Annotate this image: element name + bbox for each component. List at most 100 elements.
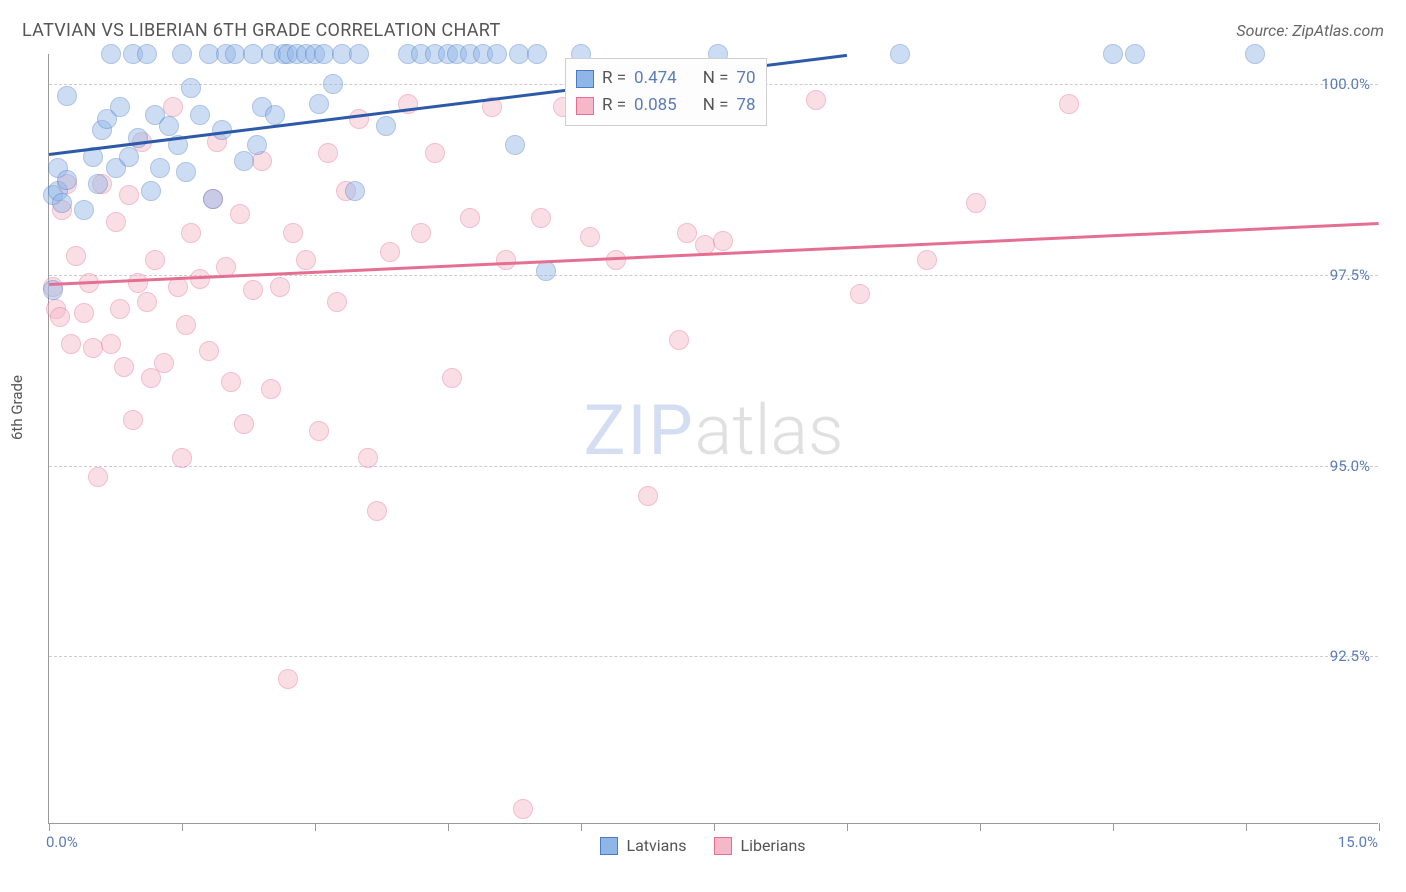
x-axis-max-label: 15.0% <box>1338 833 1378 851</box>
scatter-point <box>172 448 192 468</box>
x-tick <box>847 823 848 831</box>
legend-swatch <box>600 837 618 855</box>
scatter-point <box>110 299 130 319</box>
scatter-point <box>50 307 70 327</box>
scatter-point <box>966 193 986 213</box>
scatter-point <box>181 78 201 98</box>
watermark: ZIPatlas <box>584 389 844 471</box>
x-tick <box>49 823 50 831</box>
scatter-point <box>52 193 72 213</box>
scatter-point <box>669 330 689 350</box>
scatter-point <box>677 223 697 243</box>
legend-item: Liberians <box>714 836 805 855</box>
scatter-point <box>296 250 316 270</box>
x-tick <box>315 823 316 831</box>
scatter-point <box>128 273 148 293</box>
scatter-point <box>74 200 94 220</box>
stat-r-value: 0.085 <box>634 92 677 119</box>
scatter-point <box>88 174 108 194</box>
scatter-point <box>234 414 254 434</box>
watermark-part2: atlas <box>695 389 844 471</box>
scatter-point <box>380 242 400 262</box>
source-label: Source: ZipAtlas.com <box>1236 21 1384 40</box>
scatter-point <box>349 109 369 129</box>
scatter-point <box>261 379 281 399</box>
scatter-point <box>1059 94 1079 114</box>
scatter-point <box>141 181 161 201</box>
scatter-point <box>606 250 626 270</box>
scatter-point <box>309 94 329 114</box>
scatter-point <box>181 223 201 243</box>
scatter-point <box>536 261 556 281</box>
scatter-point <box>638 486 658 506</box>
x-tick <box>980 823 981 831</box>
stat-swatch <box>576 70 594 88</box>
x-tick <box>714 823 715 831</box>
y-tick-label: 100.0% <box>1300 75 1370 93</box>
watermark-part1: ZIP <box>584 389 695 471</box>
scatter-point <box>425 143 445 163</box>
scatter-point <box>580 227 600 247</box>
scatter-point <box>154 353 174 373</box>
legend-label: Liberians <box>740 836 805 855</box>
scatter-point <box>1125 44 1145 64</box>
scatter-point <box>199 341 219 361</box>
scatter-point <box>221 372 241 392</box>
x-tick <box>1246 823 1247 831</box>
scatter-point <box>278 669 298 689</box>
scatter-point <box>203 189 223 209</box>
scatter-point <box>265 105 285 125</box>
x-tick <box>1113 823 1114 831</box>
scatter-point <box>119 185 139 205</box>
scatter-point <box>247 135 267 155</box>
scatter-point <box>349 44 369 64</box>
scatter-point <box>106 212 126 232</box>
scatter-point <box>917 250 937 270</box>
x-tick <box>581 823 582 831</box>
scatter-point <box>496 250 516 270</box>
y-tick-label: 97.5% <box>1300 266 1370 284</box>
scatter-point <box>358 448 378 468</box>
chart-title: LATVIAN VS LIBERIAN 6TH GRADE CORRELATIO… <box>22 20 501 41</box>
scatter-point <box>442 368 462 388</box>
scatter-point <box>57 170 77 190</box>
legend-swatch <box>714 837 732 855</box>
scatter-point <box>318 143 338 163</box>
gridline <box>49 656 1378 657</box>
scatter-point <box>513 799 533 819</box>
x-tick <box>448 823 449 831</box>
scatter-point <box>101 44 121 64</box>
scatter-point <box>66 246 86 266</box>
scatter-point <box>145 250 165 270</box>
stat-n-value: 70 <box>736 65 755 92</box>
stat-r-value: 0.474 <box>634 65 677 92</box>
scatter-point <box>487 44 507 64</box>
scatter-point <box>1103 44 1123 64</box>
plot-area: ZIPatlas 92.5%95.0%97.5%100.0% <box>48 54 1378 824</box>
scatter-point <box>172 44 192 64</box>
scatter-point <box>505 135 525 155</box>
scatter-point <box>270 277 290 297</box>
scatter-point <box>345 181 365 201</box>
scatter-point <box>101 334 121 354</box>
scatter-point <box>150 158 170 178</box>
stat-n-value: 78 <box>736 92 755 119</box>
scatter-point <box>527 44 547 64</box>
scatter-point <box>123 410 143 430</box>
scatter-point <box>376 116 396 136</box>
scatter-point <box>163 97 183 117</box>
scatter-point <box>327 292 347 312</box>
scatter-point <box>159 116 179 136</box>
scatter-point <box>88 467 108 487</box>
scatter-point <box>190 105 210 125</box>
chart-legend: LatviansLiberians <box>0 836 1406 855</box>
scatter-point <box>713 231 733 251</box>
x-axis-min-label: 0.0% <box>46 833 78 851</box>
scatter-point <box>367 501 387 521</box>
scatter-point <box>176 162 196 182</box>
gridline <box>49 466 1378 467</box>
y-axis-label: 6th Grade <box>8 375 26 440</box>
scatter-point <box>806 90 826 110</box>
scatter-point <box>1245 44 1265 64</box>
scatter-point <box>137 44 157 64</box>
